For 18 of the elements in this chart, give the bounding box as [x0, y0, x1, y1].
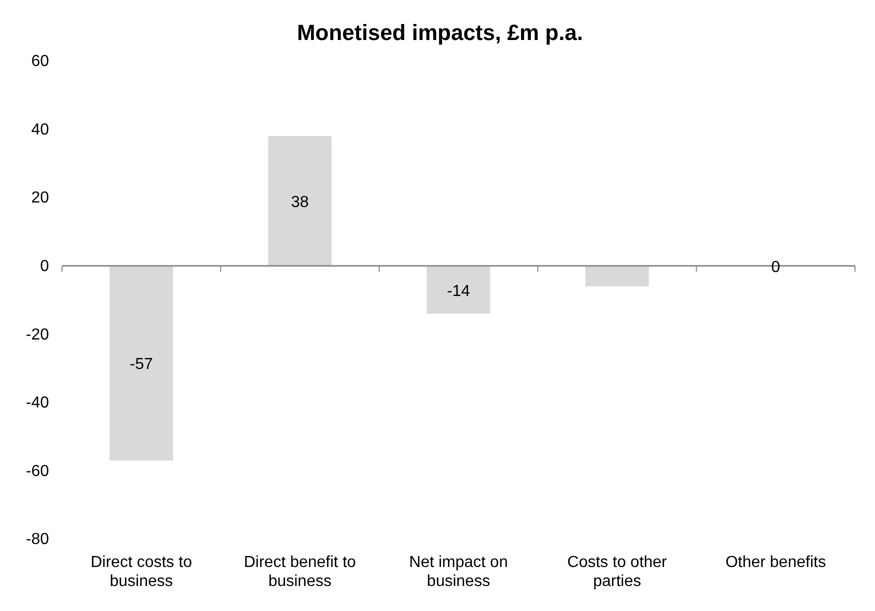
y-tick-label: 0	[40, 258, 50, 275]
data-label: 0	[771, 258, 780, 276]
y-tick-label: -20	[26, 326, 50, 344]
x-tick-label: Direct benefit to business	[244, 554, 356, 590]
x-tick-label: Other benefits	[725, 554, 826, 571]
y-tick-label: 20	[31, 190, 50, 207]
data-label: -57	[130, 356, 153, 374]
chart-title: Monetised impacts, £m p.a.	[296, 20, 584, 45]
y-tick-label: -60	[26, 462, 50, 480]
y-tick-label: 60	[31, 53, 50, 70]
y-tick-label: -80	[26, 531, 50, 548]
y-tick-label: -40	[26, 394, 50, 412]
x-tick-label: Net impact on business	[409, 554, 508, 590]
data-label: 38	[291, 194, 309, 211]
data-label: -14	[446, 282, 470, 300]
x-tick-label: Direct costs to business	[90, 554, 192, 590]
x-tick-label: Costs to other parties	[567, 554, 668, 590]
y-tick-label: 40	[31, 121, 50, 138]
